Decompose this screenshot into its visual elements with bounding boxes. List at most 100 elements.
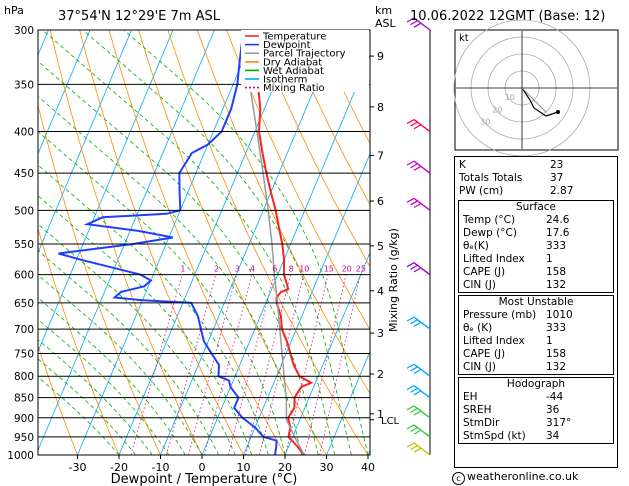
wind-barb-shaft bbox=[413, 424, 431, 438]
km-tick-label: 8 bbox=[377, 101, 384, 114]
stat-row: EH -44 bbox=[459, 391, 613, 404]
wet-adiabat-line bbox=[38, 339, 153, 455]
wind-barb-feather bbox=[410, 319, 418, 325]
legend-label: Mixing Ratio bbox=[263, 83, 325, 94]
mixing-ratio-line bbox=[245, 274, 291, 455]
mixing-ratio-label: 8 bbox=[289, 265, 294, 274]
stat-row: Pressure (mb) 1010 bbox=[459, 309, 613, 322]
x-tick-label: 30 bbox=[320, 461, 334, 474]
mixing-ratio-label: 10 bbox=[299, 265, 309, 274]
dry-adiabat-line bbox=[38, 103, 161, 455]
stat-value: 158 bbox=[546, 348, 567, 360]
wind-barb-feather bbox=[413, 410, 422, 416]
x-tick-label: 10 bbox=[237, 461, 251, 474]
stat-label: Temp (°C) bbox=[463, 214, 516, 226]
wet-adiabat-line bbox=[38, 60, 319, 455]
stat-row: θₑ(K) 333 bbox=[459, 240, 613, 253]
wind-barb-feather bbox=[406, 316, 415, 322]
most-unstable-section: Most Unstable Pressure (mb) 1010 θₑ (K) 333… bbox=[458, 295, 614, 375]
dry-adiabat-line bbox=[38, 344, 78, 455]
dry-adiabat-line bbox=[196, 30, 370, 395]
wet-adiabat-line bbox=[123, 30, 369, 455]
stat-row: Lifted Index 1 bbox=[459, 335, 613, 348]
legend-label: Dewpoint bbox=[263, 40, 311, 51]
km-tick-label: 7 bbox=[377, 149, 384, 162]
indices-panel: K 23 Totals Totals 37 PW (cm) 2.87 Surface Te… bbox=[454, 156, 618, 468]
most-unstable-title: Most Unstable bbox=[498, 296, 574, 308]
stat-value: 1 bbox=[546, 335, 553, 347]
stat-label: StmDir bbox=[463, 417, 500, 429]
wind-barb-feather bbox=[413, 202, 422, 209]
asl-unit-label: ASL bbox=[375, 17, 397, 30]
pressure-tick-label: 750 bbox=[14, 348, 34, 360]
stat-value: 23 bbox=[550, 159, 564, 171]
footer-text[interactable]: weatheronline.co.uk bbox=[467, 470, 579, 483]
x-axis-title: Dewpoint / Temperature (°C) bbox=[111, 472, 298, 486]
km-tick-label: 3 bbox=[377, 327, 384, 340]
mixing-ratio-line bbox=[166, 274, 217, 455]
mixing-ratio-line bbox=[304, 274, 347, 455]
stat-row: K 23 bbox=[455, 159, 617, 172]
legend-item: Wet Adiabat bbox=[245, 66, 324, 77]
wind-barb-feather bbox=[413, 429, 422, 435]
pressure-tick-label: 550 bbox=[14, 239, 34, 251]
mixing-ratio-label: 4 bbox=[250, 265, 255, 274]
wind-barb-feather bbox=[410, 387, 418, 393]
wind-barb-shaft bbox=[413, 405, 431, 419]
isotherm-line bbox=[201, 53, 370, 455]
stat-row: SREH 36 bbox=[459, 404, 613, 417]
wind-barb bbox=[406, 405, 431, 419]
wet-adiabat-line bbox=[38, 274, 203, 455]
stat-value: -44 bbox=[546, 391, 564, 403]
wind-barb-shaft bbox=[413, 363, 431, 377]
isotherm-line bbox=[0, 30, 7, 455]
isotherm-line bbox=[243, 152, 370, 455]
dry-adiabat-line bbox=[314, 30, 370, 144]
wind-barb-shaft bbox=[413, 118, 431, 133]
stat-row: CAPE (J) 158 bbox=[459, 266, 613, 279]
wind-barb-shaft bbox=[413, 160, 431, 174]
stat-label: θₑ (K) bbox=[463, 322, 493, 334]
lcl-label: LCL bbox=[381, 416, 400, 427]
legend-label: Temperature bbox=[262, 32, 326, 43]
stat-value: 333 bbox=[546, 240, 567, 252]
mixing-ratio-axis-title: Mixing Ratio (g/kg) bbox=[387, 228, 400, 332]
wet-adiabat-line bbox=[38, 164, 269, 455]
pressure-tick-label: 300 bbox=[14, 25, 34, 37]
wind-barb-feather bbox=[410, 407, 418, 413]
hodograph-end-point bbox=[556, 110, 560, 114]
wind-barb bbox=[406, 316, 431, 330]
wind-barb bbox=[406, 442, 431, 456]
legend-label: Parcel Trajectory bbox=[263, 49, 346, 60]
isotherm-line bbox=[160, 30, 340, 455]
mixing-ratio-label: 20 bbox=[342, 265, 352, 274]
dewpoint-line bbox=[58, 30, 278, 455]
stat-label: StmSpd (kt) bbox=[463, 430, 526, 442]
hodograph-section: Hodograph EH -44 SREH 36 StmDir 317° StmSpd (k… bbox=[458, 377, 614, 444]
stat-value: 132 bbox=[546, 279, 567, 291]
legend-item: Mixing Ratio bbox=[245, 83, 325, 94]
stat-row: CIN (J) 132 bbox=[459, 279, 613, 292]
wet-adiabat-line bbox=[38, 223, 236, 455]
copyright-icon: c bbox=[452, 472, 465, 485]
datetime-title: 10.06.2022 12GMT (Base: 12) bbox=[410, 9, 605, 24]
stat-value: 132 bbox=[546, 361, 567, 373]
wind-barb-feather bbox=[406, 424, 415, 430]
stat-label: Dewp (°C) bbox=[463, 227, 517, 239]
wind-barb-feather bbox=[406, 17, 415, 23]
mixing-ratio-line bbox=[188, 274, 237, 455]
location-title: 37°54'N 12°29'E 7m ASL bbox=[58, 9, 221, 24]
isotherm-line bbox=[77, 30, 257, 455]
hodograph-unit-label: kt bbox=[459, 33, 469, 44]
stat-label: PW (cm) bbox=[459, 185, 504, 197]
km-tick-label: 1 bbox=[377, 408, 384, 421]
pressure-tick-label: 1000 bbox=[7, 450, 34, 462]
surface-section: Surface Temp (°C) 24.6 Dewp (°C) 17.6 θₑ(K) 3… bbox=[458, 200, 614, 293]
wind-barb-feather bbox=[413, 267, 422, 273]
wind-barb bbox=[406, 424, 431, 438]
wet-adiabat-line bbox=[41, 30, 336, 455]
stat-label: SREH bbox=[463, 404, 492, 416]
stat-row: StmDir 317° bbox=[459, 417, 613, 430]
stat-row: θₑ (K) 333 bbox=[459, 322, 613, 335]
